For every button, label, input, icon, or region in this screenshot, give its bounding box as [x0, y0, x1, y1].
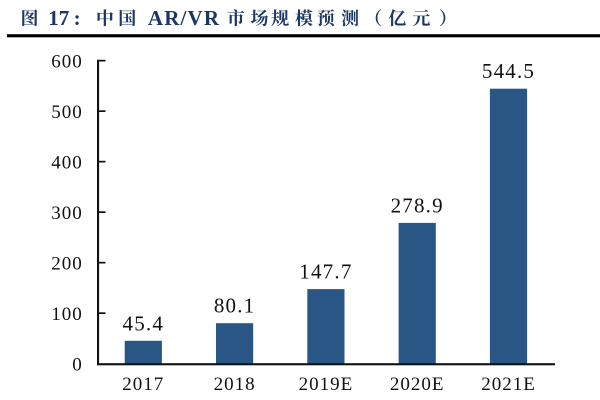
svg-text:278.9: 278.9	[391, 193, 444, 217]
svg-text:147.7: 147.7	[299, 260, 352, 284]
svg-text:2019E: 2019E	[299, 374, 354, 395]
svg-text:2018: 2018	[214, 374, 256, 395]
svg-text:300: 300	[51, 203, 83, 224]
svg-text:500: 500	[51, 102, 83, 123]
svg-text:400: 400	[51, 153, 83, 174]
svg-text:AR/VR: AR/VR	[148, 6, 220, 30]
svg-text:80.1: 80.1	[214, 294, 256, 318]
svg-text:200: 200	[51, 254, 83, 275]
svg-text:45.4: 45.4	[123, 311, 165, 335]
svg-text:2017: 2017	[122, 374, 164, 395]
svg-text:100: 100	[51, 304, 83, 325]
svg-text:17: 17	[48, 6, 69, 30]
svg-text:600: 600	[51, 52, 83, 73]
svg-text::: :	[74, 6, 81, 30]
svg-text:2020E: 2020E	[390, 374, 445, 395]
svg-text:0: 0	[72, 355, 83, 376]
svg-text:2021E: 2021E	[481, 374, 536, 395]
svg-text:544.5: 544.5	[482, 59, 535, 83]
